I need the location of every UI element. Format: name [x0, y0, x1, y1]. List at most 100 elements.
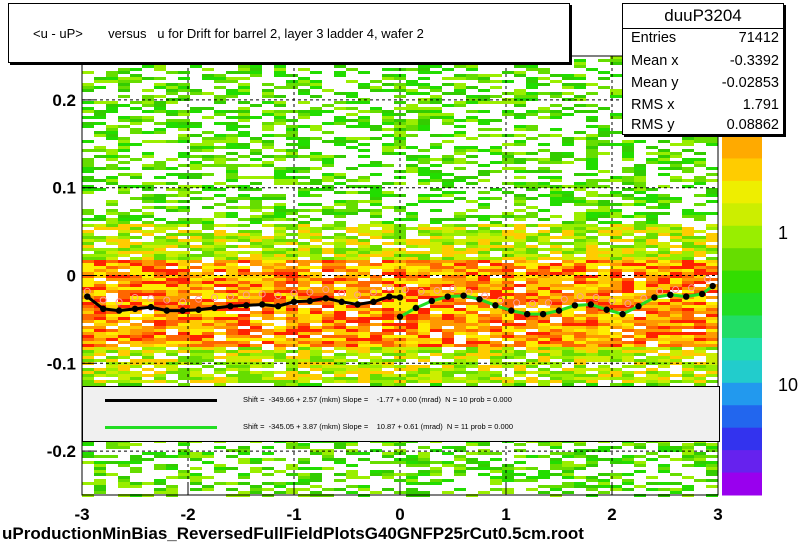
heat-cell: [94, 326, 106, 329]
heat-cell: [586, 296, 598, 299]
heat-cell: [238, 338, 250, 341]
heat-cell: [274, 227, 286, 230]
heat-cell: [94, 155, 106, 158]
heat-cell: [226, 377, 238, 380]
heat-cell: [622, 155, 634, 158]
heat-cell: [538, 134, 550, 137]
heat-cell: [418, 374, 430, 377]
heat-cell: [118, 326, 130, 329]
heat-cell: [394, 305, 406, 308]
heat-cell: [646, 338, 658, 341]
heat-cell: [82, 71, 94, 74]
heat-cell: [250, 233, 262, 236]
heat-cell: [166, 338, 178, 341]
heat-cell: [526, 455, 538, 458]
legend-line-green: [105, 426, 217, 429]
heat-cell: [406, 329, 418, 332]
heat-cell: [478, 473, 490, 476]
heat-cell: [286, 131, 298, 134]
heat-cell: [94, 368, 106, 371]
heat-cell: [514, 296, 526, 299]
heat-cell: [682, 464, 694, 467]
heat-cell: [526, 266, 538, 269]
heat-cell: [574, 62, 586, 65]
heat-cell: [202, 278, 214, 281]
heat-cell: [382, 338, 394, 341]
heat-cell: [298, 170, 310, 173]
heat-cell: [430, 371, 442, 374]
heat-cell: [178, 224, 190, 227]
heat-cell: [358, 485, 370, 488]
heat-cell: [706, 173, 718, 176]
heat-cell: [514, 140, 526, 143]
heat-cell: [682, 332, 694, 335]
heat-cell: [658, 314, 670, 317]
heat-cell: [202, 254, 214, 257]
heat-cell: [598, 248, 610, 251]
heat-cell: [442, 77, 454, 80]
profile-marker: [449, 285, 457, 293]
heat-cell: [526, 152, 538, 155]
heat-cell: [94, 371, 106, 374]
heat-cell: [658, 167, 670, 170]
heat-cell: [574, 320, 586, 323]
heat-cell: [514, 353, 526, 356]
heat-cell: [142, 272, 154, 275]
heat-cell: [262, 281, 274, 284]
heat-cell: [310, 353, 322, 356]
heat-cell: [646, 233, 658, 236]
heat-cell: [478, 371, 490, 374]
heat-cell: [598, 86, 610, 89]
heat-cell: [538, 209, 550, 212]
heat-cell: [370, 137, 382, 140]
heat-cell: [178, 449, 190, 452]
heat-cell: [538, 380, 550, 383]
heat-cell: [130, 209, 142, 212]
heat-cell: [82, 158, 94, 161]
heat-cell: [430, 233, 442, 236]
heat-cell: [454, 332, 466, 335]
heat-cell: [154, 305, 166, 308]
heat-cell: [646, 227, 658, 230]
heat-cell: [430, 380, 442, 383]
heat-cell: [310, 329, 322, 332]
heat-cell: [322, 62, 334, 65]
heat-cell: [322, 365, 334, 368]
heat-cell: [166, 119, 178, 122]
heat-cell: [250, 65, 262, 68]
heat-cell: [478, 239, 490, 242]
heat-cell: [106, 344, 118, 347]
heat-cell: [238, 164, 250, 167]
heat-cell: [442, 356, 454, 359]
heat-cell: [658, 326, 670, 329]
heat-cell: [634, 275, 646, 278]
heat-cell: [574, 482, 586, 485]
heat-cell: [286, 143, 298, 146]
heat-cell: [238, 260, 250, 263]
heat-cell: [274, 281, 286, 284]
heat-cell: [586, 449, 598, 452]
heat-cell: [550, 92, 562, 95]
heat-cell: [466, 224, 478, 227]
heat-cell: [82, 263, 94, 266]
heat-cell: [82, 245, 94, 248]
heat-cell: [622, 158, 634, 161]
heat-cell: [142, 359, 154, 362]
profile-marker: [211, 293, 218, 301]
heat-cell: [310, 251, 322, 254]
heat-cell: [106, 167, 118, 170]
heat-cell: [622, 317, 634, 320]
heat-cell: [82, 89, 94, 92]
heat-cell: [514, 344, 526, 347]
heat-cell: [442, 200, 454, 203]
heat-cell: [106, 200, 118, 203]
heat-cell: [574, 326, 586, 329]
heat-cell: [382, 314, 394, 317]
heat-cell: [226, 245, 238, 248]
heat-cell: [418, 266, 430, 269]
heat-cell: [178, 269, 190, 272]
heat-cell: [598, 260, 610, 263]
heat-cell: [310, 86, 322, 89]
heat-cell: [670, 380, 682, 383]
heat-cell: [226, 296, 238, 299]
